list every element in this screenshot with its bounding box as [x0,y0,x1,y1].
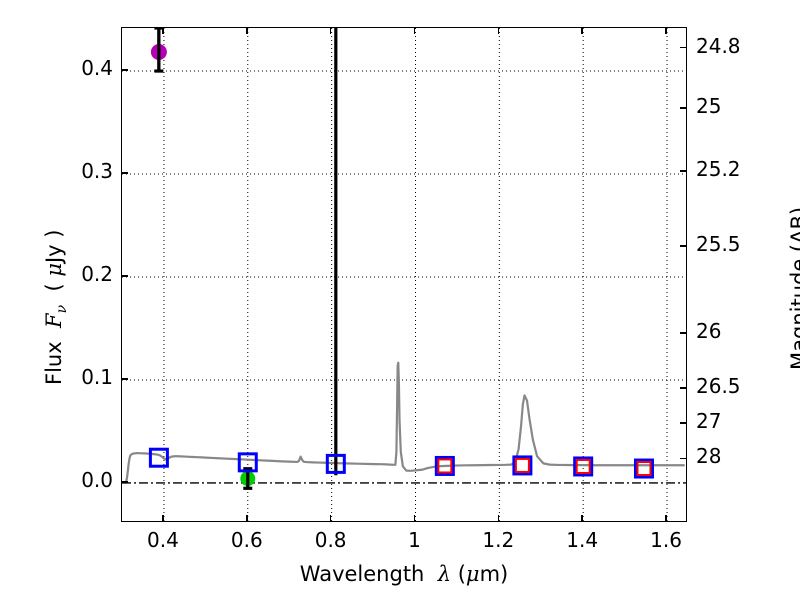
x-tickmark [329,515,332,522]
y2-tick-label: 24.8 [696,33,741,58]
y2-tick-label: 28 [696,444,722,469]
x-tick-label: 0.8 [314,528,347,552]
y2-tickmark [680,387,687,389]
x-tickmark-top [245,27,248,34]
y-tickmark [121,69,128,71]
model-photometry-marker [237,452,258,473]
y2-tick-label: 26.5 [696,374,741,399]
x-tickmark-top [162,27,164,34]
y-tick-label: 0.2 [81,261,113,286]
x-tickmark-top [497,27,500,34]
y-tick-label: 0.0 [81,467,113,492]
y2-axis-label: Magnitude (AB) [787,206,800,370]
observed-photometry-marker [575,458,591,474]
y2-tick-label: 25.2 [696,156,741,181]
model-photometry-marker [573,456,594,477]
model-photometry-marker [434,455,455,476]
model-photometry-marker [633,458,654,479]
y2-tickmark [680,457,687,460]
x-tickmark [581,515,583,522]
x-tick-label: 1.2 [482,528,515,552]
plot-canvas [122,28,686,521]
y-tickmark [121,481,128,483]
x-tick-label: 1 [408,528,421,552]
x-tick-label: 1.6 [650,528,682,552]
y-tick-label: 0.4 [81,56,113,81]
x-tick-label: 0.4 [147,528,179,552]
x-tick-label: 1.4 [566,528,599,552]
y-tickmark [121,172,128,174]
plot-area [121,27,687,522]
y2-tick-label: 25.5 [696,232,741,257]
model-photometry-marker [325,453,346,474]
y2-tickmark [680,170,687,172]
x-tickmark [413,515,416,522]
y2-tick-label: 26 [696,319,722,344]
y-tickmark [121,275,128,277]
observed-photometry-marker [514,457,530,473]
x-tickmark-top [665,27,667,34]
observed-photometry-marker [636,461,652,477]
x-tickmark [245,515,248,522]
y2-tickmark [680,332,687,334]
y-tickmark [121,378,128,380]
y2-tickmark [680,107,687,109]
x-axis-label: Wavelength λ (μm) [299,562,509,586]
x-tickmark-top [581,27,583,34]
model-spectrum-line [125,361,685,483]
y2-tickmark [680,245,687,247]
x-tickmark [497,515,500,522]
y-tick-label: 0.3 [81,159,113,184]
x-tickmark [665,515,667,522]
observed-photometry-marker [437,458,453,474]
model-photometry-marker [512,455,533,476]
y-axis-label: Flux Fν ( μJy ) [42,229,71,385]
y2-tickmark [680,421,687,424]
y2-tick-label: 27 [696,408,722,433]
y2-tick-label: 25 [696,94,722,119]
x-tickmark-top [329,27,332,34]
model-photometry-marker [148,447,169,468]
y2-tickmark [680,46,687,49]
x-tick-label: 0.6 [230,528,263,552]
y-tick-label: 0.1 [81,364,113,389]
x-tickmark-top [413,27,416,34]
x-tickmark [162,515,164,522]
